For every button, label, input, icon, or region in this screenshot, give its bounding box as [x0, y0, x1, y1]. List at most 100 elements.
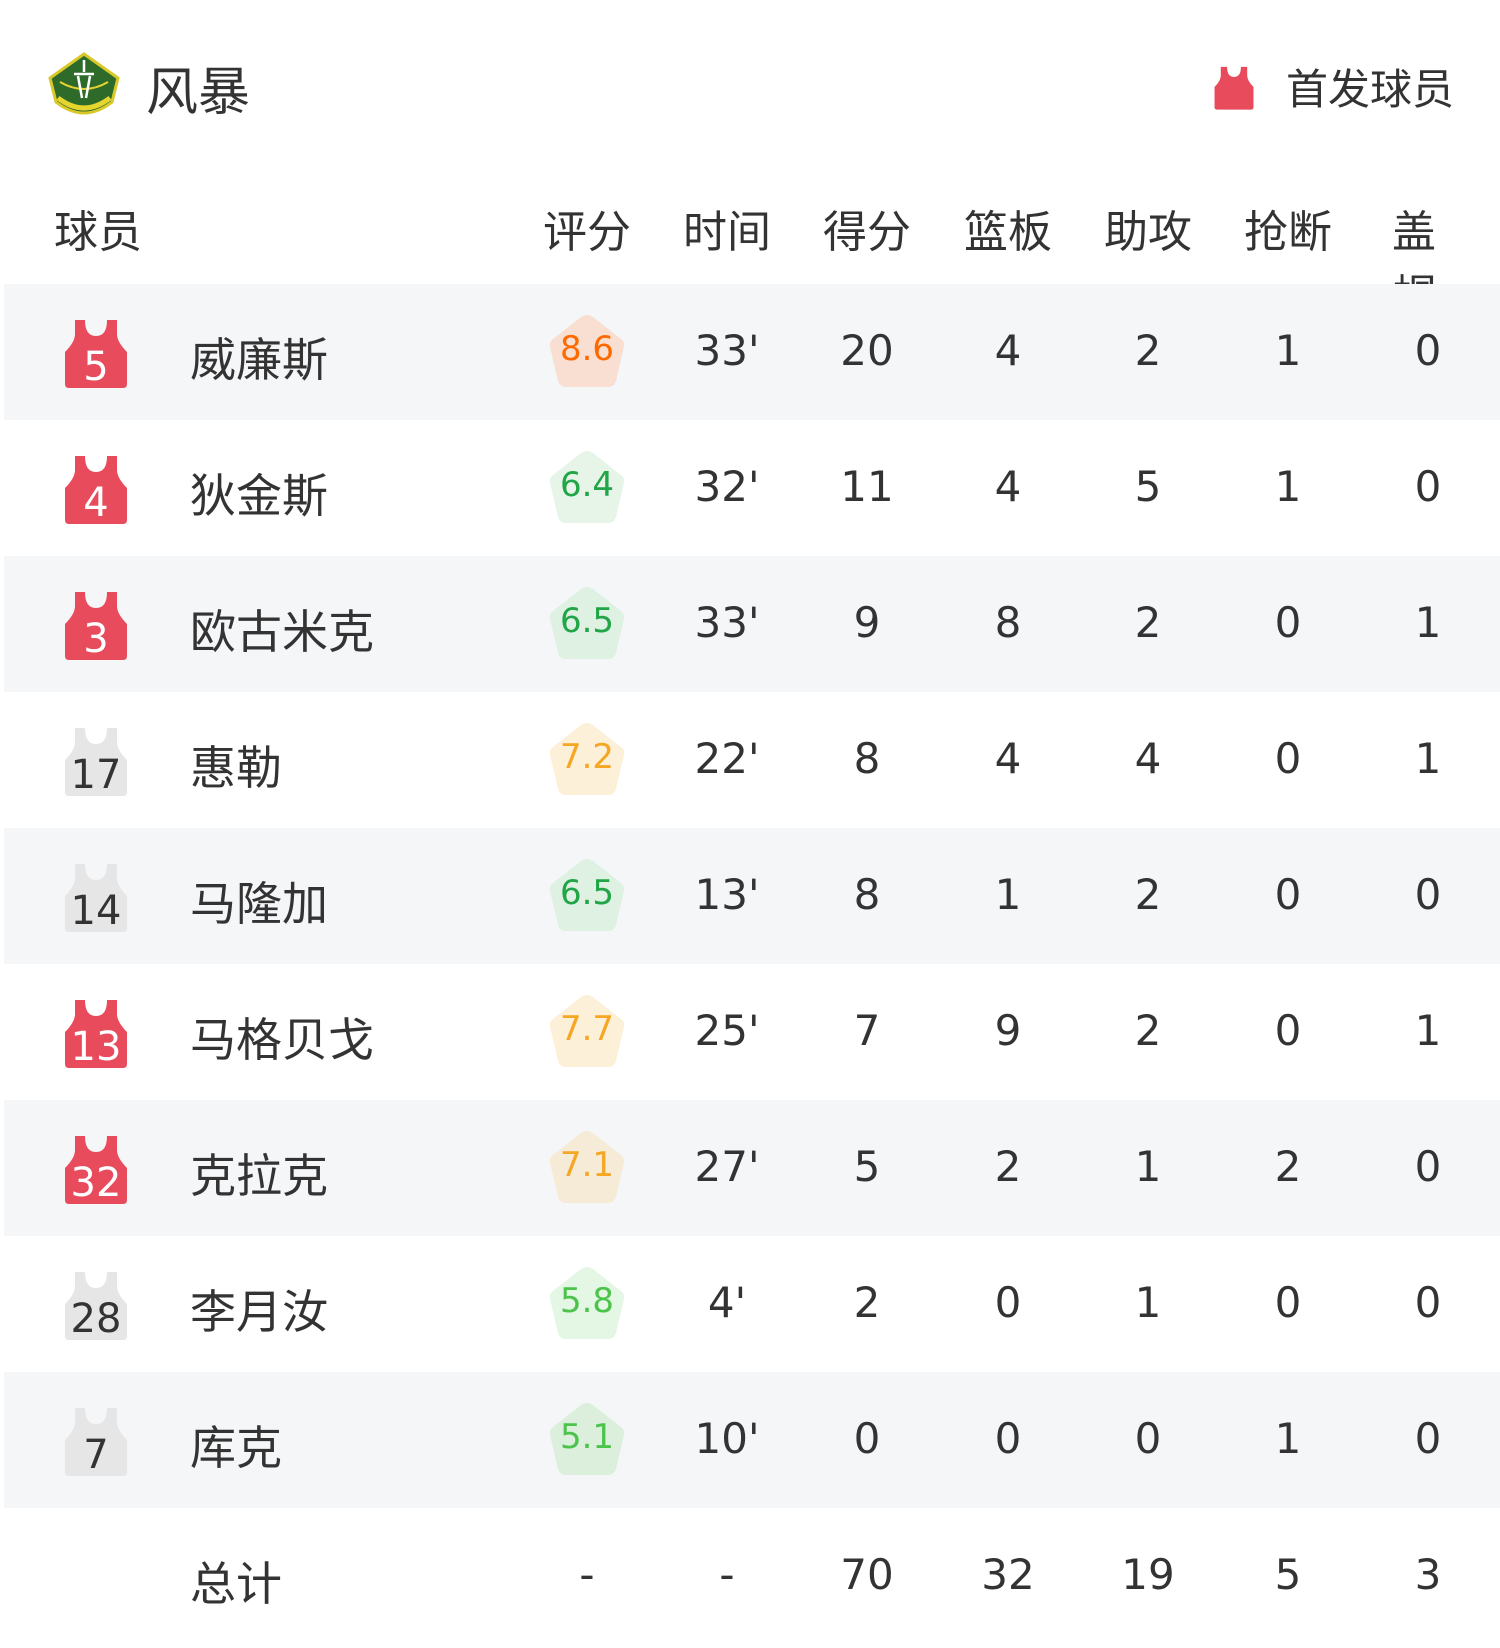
- legend-label: 首发球员: [1285, 65, 1454, 114]
- stat-pts: 2: [853, 1278, 881, 1327]
- stat-min: 33': [694, 598, 760, 647]
- total-ast: 19: [1121, 1550, 1175, 1599]
- stat-reb: 4: [994, 462, 1022, 511]
- stat-min: 10': [694, 1414, 760, 1463]
- rating-badge: 5.1: [547, 1399, 627, 1479]
- stat-blk: 0: [1414, 1142, 1442, 1191]
- jersey-number: 28: [70, 1296, 122, 1342]
- player-name[interactable]: 威廉斯: [190, 333, 328, 387]
- rating-badge: 8.6: [547, 311, 627, 391]
- player-row[interactable]: 14 马隆加 6.5 13' 8 1 2 0 0: [4, 828, 1500, 964]
- stat-ast: 5: [1134, 462, 1162, 511]
- stat-ast: 2: [1134, 326, 1162, 375]
- jersey-number: 32: [70, 1160, 122, 1206]
- jersey-number: 3: [83, 616, 109, 662]
- team-logo: [48, 52, 120, 115]
- rating-value: 8.6: [559, 329, 615, 369]
- stat-reb: 0: [994, 1414, 1022, 1463]
- stat-reb: 8: [994, 598, 1022, 647]
- player-row[interactable]: 32 克拉克 7.1 27' 5 2 1 2 0: [4, 1100, 1500, 1236]
- stat-ast: 1: [1134, 1142, 1162, 1191]
- player-name[interactable]: 库克: [190, 1421, 282, 1475]
- player-row[interactable]: 7 库克 5.1 10' 0 0 0 1 0: [4, 1372, 1500, 1508]
- col-minutes[interactable]: 时间: [683, 207, 771, 258]
- stat-blk: 0: [1414, 1414, 1442, 1463]
- player-row[interactable]: 28 李月汝 5.8 4' 2 0 1 0 0: [4, 1236, 1500, 1372]
- player-row[interactable]: 3 欧古米克 6.5 33' 9 8 2 0 1: [4, 556, 1500, 692]
- col-assists[interactable]: 助攻: [1104, 207, 1192, 258]
- jersey-number: 14: [70, 888, 122, 934]
- stat-pts: 7: [853, 1006, 881, 1055]
- stat-pts: 8: [853, 734, 881, 783]
- player-name[interactable]: 惠勒: [190, 741, 282, 795]
- col-player: 球员: [54, 207, 142, 258]
- stat-pts: 9: [853, 598, 881, 647]
- stat-ast: 2: [1134, 870, 1162, 919]
- jersey-icon: 5: [61, 316, 131, 390]
- player-row[interactable]: 5 威廉斯 8.6 33' 20 4 2 1 0: [4, 284, 1500, 420]
- player-row[interactable]: 13 马格贝戈 7.7 25' 7 9 2 0 1: [4, 964, 1500, 1100]
- stat-pts: 0: [853, 1414, 881, 1463]
- rating-badge: 7.1: [547, 1127, 627, 1207]
- stat-stl: 0: [1274, 598, 1302, 647]
- jersey-icon: 28: [61, 1268, 131, 1342]
- stat-min: 27': [694, 1142, 760, 1191]
- stat-reb: 0: [994, 1278, 1022, 1327]
- stat-pts: 20: [840, 326, 894, 375]
- stat-reb: 4: [994, 326, 1022, 375]
- rating-value: 5.8: [559, 1281, 615, 1321]
- stat-stl: 2: [1274, 1142, 1302, 1191]
- player-name[interactable]: 李月汝: [190, 1285, 328, 1339]
- stat-min: 4': [707, 1278, 747, 1327]
- col-steals[interactable]: 抢断: [1244, 207, 1332, 258]
- rating-value: 6.4: [559, 465, 615, 505]
- stat-ast: 2: [1134, 598, 1162, 647]
- stat-ast: 0: [1134, 1414, 1162, 1463]
- jersey-icon: [1214, 66, 1254, 110]
- totals-row: 总计 - - 70 32 19 5 3: [4, 1508, 1500, 1648]
- player-name[interactable]: 欧古米克: [190, 605, 374, 659]
- col-rebounds[interactable]: 篮板: [964, 207, 1052, 258]
- jersey-icon: 17: [61, 724, 131, 798]
- stat-stl: 0: [1274, 870, 1302, 919]
- stat-reb: 4: [994, 734, 1022, 783]
- rating-badge: 5.8: [547, 1263, 627, 1343]
- rating-badge: 6.5: [547, 583, 627, 663]
- stat-blk: 1: [1414, 598, 1442, 647]
- rating-badge: 7.2: [547, 719, 627, 799]
- player-name[interactable]: 克拉克: [190, 1149, 328, 1203]
- stat-blk: 1: [1414, 1006, 1442, 1055]
- stat-stl: 1: [1274, 326, 1302, 375]
- stat-reb: 2: [994, 1142, 1022, 1191]
- player-name[interactable]: 马隆加: [190, 877, 328, 931]
- stat-pts: 8: [853, 870, 881, 919]
- stat-stl: 1: [1274, 1414, 1302, 1463]
- player-row[interactable]: 4 狄金斯 6.4 32' 11 4 5 1 0: [4, 420, 1500, 556]
- rating-value: 6.5: [559, 873, 615, 913]
- player-row[interactable]: 17 惠勒 7.2 22' 8 4 4 0 1: [4, 692, 1500, 828]
- total-stl: 5: [1274, 1550, 1302, 1599]
- stat-ast: 1: [1134, 1278, 1162, 1327]
- stat-min: 22': [694, 734, 760, 783]
- stat-reb: 9: [994, 1006, 1022, 1055]
- stat-pts: 5: [853, 1142, 881, 1191]
- jersey-number: 13: [70, 1024, 122, 1070]
- totals-label: 总计: [190, 1557, 282, 1611]
- total-pts: 70: [840, 1550, 894, 1599]
- player-name[interactable]: 马格贝戈: [190, 1013, 374, 1067]
- stat-blk: 1: [1414, 734, 1442, 783]
- starter-legend: 首发球员: [1212, 56, 1454, 117]
- jersey-number: 7: [83, 1432, 109, 1478]
- stat-stl: 1: [1274, 462, 1302, 511]
- stat-ast: 2: [1134, 1006, 1162, 1055]
- jersey-icon: 4: [61, 452, 131, 526]
- player-name[interactable]: 狄金斯: [190, 469, 328, 523]
- jersey-number: 5: [83, 344, 109, 390]
- team-name: 风暴: [146, 63, 251, 123]
- jersey-icon: 3: [61, 588, 131, 662]
- col-rating[interactable]: 评分: [543, 207, 631, 258]
- col-points[interactable]: 得分: [823, 207, 911, 258]
- stat-stl: 0: [1274, 1006, 1302, 1055]
- total-rating: -: [579, 1550, 595, 1599]
- total-min: -: [719, 1550, 735, 1599]
